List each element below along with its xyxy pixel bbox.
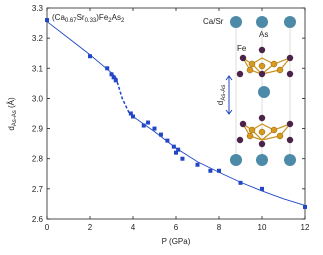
y-tick-label: 3.3 [32, 4, 44, 13]
data-point [88, 54, 92, 59]
data-point [180, 156, 185, 161]
data-point [260, 186, 264, 191]
data-point [109, 72, 114, 77]
data-point [131, 114, 135, 119]
data-point [45, 18, 49, 23]
data-point [208, 168, 213, 173]
data-point [128, 111, 133, 116]
subscript: 0.67 [65, 18, 77, 24]
subscript: As-As [221, 85, 227, 101]
x-tick-label: 10 [258, 223, 267, 232]
distance-label: dAs-As [216, 85, 227, 105]
y-tick-label: 2.8 [32, 155, 44, 164]
fe-label: Fe [237, 44, 247, 53]
y-tick-label: 2.6 [32, 215, 44, 224]
x-tick-label: 2 [88, 223, 93, 232]
x-tick-label: 4 [131, 223, 136, 232]
data-point [113, 78, 118, 83]
x-tick-label: 6 [174, 223, 179, 232]
data-point [238, 180, 243, 185]
data-point [146, 120, 151, 125]
plot-frame [46, 7, 306, 220]
text-part: d [216, 101, 225, 105]
y-axis-label: dAs-As (Å) [7, 97, 18, 131]
x-axis-label: P (GPa) [162, 237, 191, 246]
fe-atoms [246, 60, 284, 140]
distance-arrow [225, 75, 233, 115]
text-part: As [112, 13, 121, 22]
chart-title: (Ca0.67Sr0.33)Fe2As2 [52, 13, 125, 24]
data-point [303, 204, 307, 209]
text-part: d [7, 126, 16, 130]
data-point [171, 144, 176, 149]
data-point [158, 132, 163, 137]
as-atoms [236, 46, 294, 148]
data-point [217, 168, 221, 173]
subscript: 2 [121, 18, 125, 24]
data-point [105, 66, 110, 71]
text-part: )Fe [96, 13, 109, 22]
text-part: (Å) [7, 97, 16, 110]
data-point [176, 147, 181, 152]
y-tick-label: 3.2 [32, 34, 44, 43]
subscript: As-As [12, 110, 18, 126]
text-part: (Ca [52, 13, 65, 22]
subscript: 0.33 [85, 18, 97, 24]
x-tick-label: 8 [217, 223, 222, 232]
x-tick-label: 0 [45, 223, 50, 232]
data-point [111, 75, 116, 80]
y-tick-label: 2.9 [32, 125, 44, 134]
y-tick-label: 3.0 [32, 94, 44, 103]
data-point [165, 138, 170, 143]
y-tick-label: 3.1 [32, 64, 44, 73]
subscript: 2 [108, 18, 112, 24]
y-tick-label: 2.7 [32, 185, 44, 194]
x-tick-label: 12 [301, 223, 310, 232]
data-point [141, 123, 146, 128]
text-part: Sr [77, 13, 85, 22]
data-point [195, 162, 200, 167]
as-label: As [259, 30, 268, 39]
data-point [152, 126, 157, 131]
ca-sr-atoms [230, 16, 296, 166]
fit-line [115, 77, 132, 116]
data-point [174, 150, 178, 155]
site-label: Ca/Sr [203, 17, 224, 26]
crystal-structure: Ca/Sr Fe As dAs-As [203, 16, 296, 166]
